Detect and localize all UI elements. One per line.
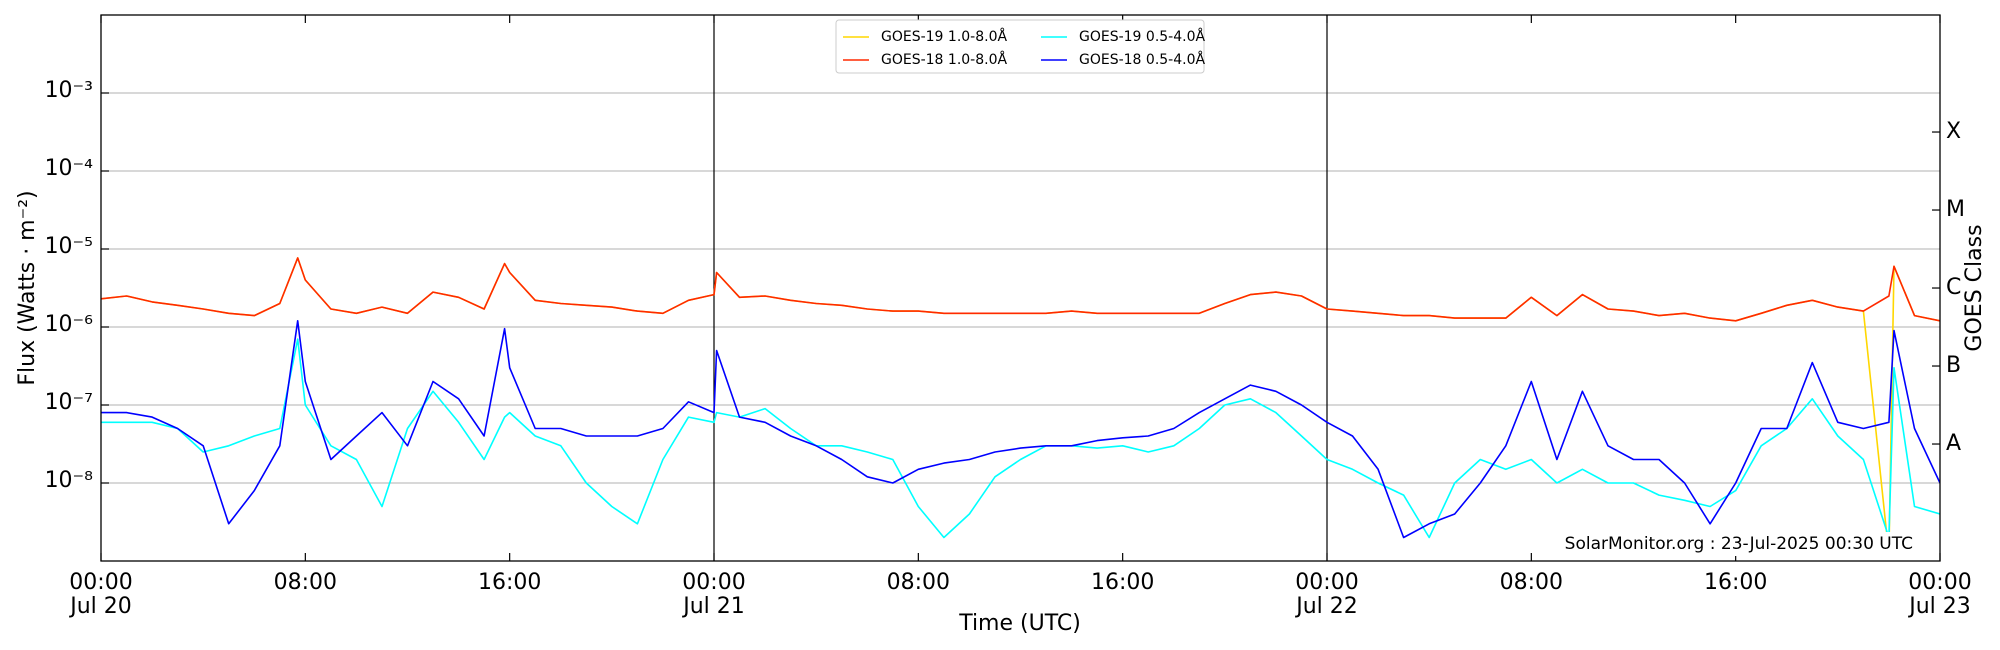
y2-tick-label: M	[1946, 197, 1965, 222]
series-line	[101, 320, 1940, 539]
y-tick-label: 10⁻⁷	[45, 390, 93, 415]
x-tick-label: 00:00 Jul 21	[682, 570, 746, 619]
legend-label: GOES-18 0.5-4.0Å	[1079, 51, 1205, 68]
plot-frame	[100, 14, 1941, 562]
legend-label: GOES-19 0.5-4.0Å	[1079, 28, 1205, 45]
y2-tick-label: X	[1946, 119, 1961, 144]
x-tick-label: 16:00	[1703, 570, 1768, 595]
series-line	[101, 338, 1940, 539]
annotation-group: SolarMonitor.org : 23-Jul-2025 00:30 UTC	[1561, 532, 1916, 556]
y-tick-label: 10⁻³	[45, 78, 93, 103]
legend: GOES-19 1.0-8.0Å GOES-18 1.0-8.0Å GOES-19 …	[835, 19, 1205, 74]
x-tick-label: 08:00	[273, 570, 338, 595]
y2-axis-label: GOES Class	[1962, 224, 1987, 351]
annotation-bg	[1561, 532, 1916, 556]
x-tick-label: 08:00	[886, 570, 951, 595]
x-tick-label: 00:00 Jul 20	[69, 570, 133, 619]
x-tick-label: 08:00	[1499, 570, 1564, 595]
series-line	[101, 257, 1940, 322]
x-tick-label: 00:00 Jul 23	[1908, 570, 1972, 619]
annotation: SolarMonitor.org : 23-Jul-2025 00:30 UTC	[1565, 534, 1913, 554]
y-tick-label: 10⁻⁸	[45, 468, 94, 493]
legend-label: GOES-19 1.0-8.0Å	[881, 28, 1007, 45]
y-tick-label: 10⁻⁴	[45, 156, 94, 181]
plot-area	[101, 257, 1940, 556]
y-tick-label: 10⁻⁶	[45, 312, 94, 337]
series-line	[101, 257, 1940, 556]
legend-label: GOES-18 1.0-8.0Å	[881, 51, 1007, 68]
y2-tick-label: C	[1946, 275, 1961, 300]
y-axis-label: Flux (Watts · m⁻²)	[15, 190, 40, 385]
x-axis-label: Time (UTC)	[958, 611, 1081, 636]
y-tick-label: 10⁻⁵	[45, 234, 93, 259]
x-tick-label: 16:00	[1090, 570, 1155, 595]
x-tick-label: 16:00	[477, 570, 542, 595]
y2-tick-label: A	[1946, 431, 1961, 456]
x-tick-label: 00:00 Jul 22	[1295, 570, 1359, 619]
legend-box	[835, 19, 1205, 74]
y2-tick-label: B	[1946, 353, 1961, 378]
